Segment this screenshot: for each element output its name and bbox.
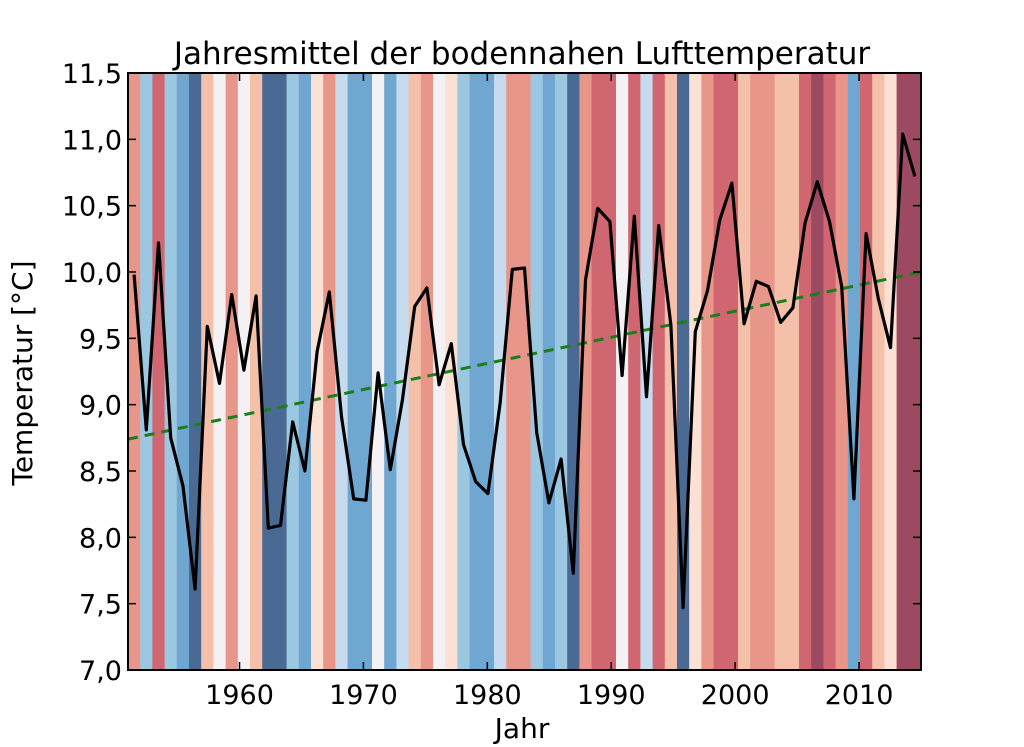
stripe-1963	[274, 73, 288, 670]
x-tick-label: 2010	[825, 680, 894, 711]
stripe-1961	[250, 73, 263, 670]
plot-lines	[127, 132, 922, 610]
stripe-1994	[652, 73, 666, 670]
stripe-2008	[823, 73, 837, 670]
stripe-1965	[298, 73, 312, 670]
x-tick-label: 1970	[329, 680, 398, 711]
stripe-1980	[481, 73, 495, 670]
stripe-1964	[286, 73, 300, 670]
stripe-1990	[603, 73, 617, 670]
stripe-2007	[811, 73, 824, 670]
stripe-2004	[774, 73, 788, 670]
stripe-1981	[494, 73, 507, 670]
stripe-1957	[201, 73, 214, 670]
x-tick-label: 1990	[577, 680, 646, 711]
stripe-1974	[408, 73, 422, 670]
stripe-1978	[457, 73, 471, 670]
stripe-1989	[591, 73, 605, 670]
stripe-1998	[701, 73, 715, 670]
plot-frame	[127, 72, 922, 671]
y-axis-label: Temperatur [°C]	[6, 260, 39, 486]
y-tick-label: 8,0	[79, 523, 122, 554]
stripe-2001	[738, 73, 751, 670]
y-tick-label: 8,5	[79, 457, 122, 488]
stripe-1951	[128, 73, 141, 670]
stripe-2013	[884, 73, 898, 670]
y-tick-label: 11,0	[62, 125, 122, 156]
stripe-1967	[323, 73, 336, 670]
stripe-1984	[530, 73, 544, 670]
stripe-1975	[420, 73, 434, 670]
stripe-1995	[664, 73, 678, 670]
stripe-2005	[786, 73, 800, 670]
stripe-2011	[860, 73, 873, 670]
x-tick-label: 1960	[205, 680, 274, 711]
stripe-2006	[799, 73, 812, 670]
stripe-1982	[506, 73, 519, 670]
stripe-1954	[164, 73, 178, 670]
stripe-1992	[628, 73, 641, 670]
x-tick-label: 1980	[453, 680, 522, 711]
chart-title: Jahresmittel der bodennahen Lufttemperat…	[172, 36, 871, 72]
stripe-1959	[225, 73, 239, 670]
stripe-1987	[567, 73, 580, 670]
stripe-2003	[762, 73, 776, 670]
stripe-2010	[847, 73, 861, 670]
stripe-1988	[579, 73, 593, 670]
y-tick-label: 7,5	[79, 590, 122, 621]
stripe-2009	[835, 73, 849, 670]
y-tick-label: 7,0	[79, 656, 122, 687]
stripe-1969	[347, 73, 361, 670]
stripe-1962	[262, 73, 275, 670]
stripe-1966	[311, 73, 324, 670]
stripe-2014	[896, 73, 910, 670]
stripe-1997	[689, 73, 702, 670]
stripe-2015	[908, 73, 922, 670]
y-tick-label: 9,5	[79, 324, 122, 355]
y-tick-label: 10,0	[62, 258, 122, 289]
stripe-1953	[152, 73, 166, 670]
y-tick-label: 11,5	[62, 59, 122, 90]
stripe-1968	[335, 73, 349, 670]
x-axis-ticks: 1960 1970 1980 1990 2000 2010	[205, 73, 893, 711]
stripe-1985	[542, 73, 556, 670]
stripe-2002	[750, 73, 763, 670]
x-tick-label: 2000	[701, 680, 770, 711]
y-tick-label: 9,0	[79, 391, 122, 422]
stripe-1970	[359, 73, 373, 670]
stripe-1972	[384, 73, 397, 670]
stripe-1979	[469, 73, 483, 670]
stripe-2012	[872, 73, 885, 670]
warming-stripes	[128, 73, 922, 670]
stripe-1983	[518, 73, 532, 670]
x-axis-label: Jahr	[493, 712, 550, 745]
y-axis-ticks: 7,0 7,5 8,0 8,5 9,0 9,5 10,0 10,5 11,0 11,5	[62, 59, 921, 687]
stripe-1955	[176, 73, 190, 670]
stripe-1976	[433, 73, 446, 670]
stripe-1952	[140, 73, 153, 670]
stripe-2000	[725, 73, 739, 670]
stripe-1986	[555, 73, 568, 670]
stripe-1999	[713, 73, 727, 670]
temperature-line	[132, 132, 917, 610]
y-tick-label: 10,5	[62, 192, 122, 223]
stripe-1973	[396, 73, 410, 670]
